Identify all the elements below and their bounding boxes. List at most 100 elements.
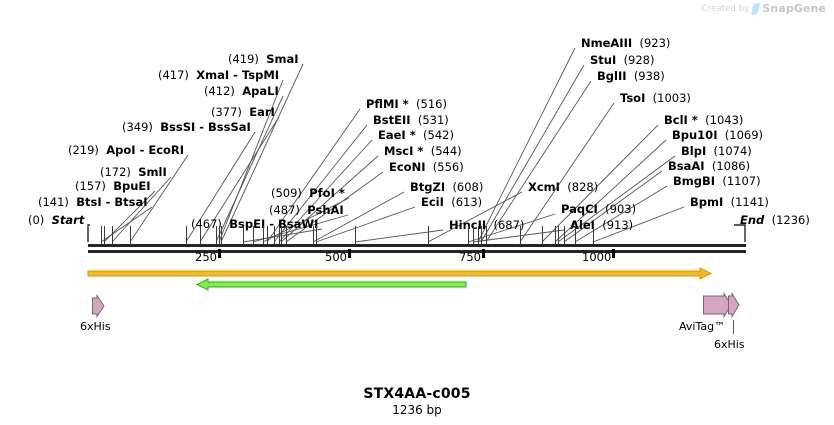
enzyme-name: BpmI (690, 195, 724, 209)
terminal-label-start[interactable]: (0) Start (28, 214, 84, 226)
restriction-site-tick[interactable] (558, 226, 559, 244)
enzyme-name: XcmI (528, 180, 560, 194)
enzyme-label[interactable]: (157) BpuEI (75, 180, 151, 192)
ruler-tick-label: 1000 (582, 250, 612, 264)
restriction-site-tick[interactable] (542, 226, 543, 244)
ruler-tick-label: 750 (459, 250, 481, 264)
terminal-label-end[interactable]: End (1236) (740, 214, 810, 226)
ruler-tick-mark (612, 249, 615, 258)
restriction-site-tick[interactable] (564, 226, 565, 244)
enzyme-label[interactable]: BmgBI (1107) (673, 175, 761, 187)
enzyme-label[interactable]: StuI (928) (590, 54, 655, 66)
snapgene-watermark: Created by SnapGene (702, 2, 826, 15)
tag-feature-6xhis-right[interactable] (728, 291, 741, 319)
enzyme-name: SmlI (138, 165, 167, 179)
tag-feature-avitag[interactable] (703, 291, 733, 319)
enzyme-label[interactable]: TsoI (1003) (620, 92, 691, 104)
enzyme-label[interactable]: NmeAIII (923) (581, 37, 670, 49)
tag-feature-6xhis-left[interactable] (92, 293, 106, 319)
enzyme-label[interactable]: (172) SmlI (100, 166, 167, 178)
enzyme-name: EaeI * (378, 128, 416, 142)
ruler-tick-mark (348, 249, 351, 258)
enzyme-position: (544) (430, 144, 462, 158)
restriction-site-tick[interactable] (130, 226, 131, 244)
enzyme-name: BclI * (664, 113, 698, 127)
enzyme-label[interactable]: (487) PshAI (269, 204, 344, 216)
enzyme-label[interactable]: (349) BssSI - BssSaI (122, 121, 251, 133)
restriction-site-tick[interactable] (104, 226, 105, 244)
enzyme-position: (509) (271, 186, 302, 200)
restriction-site-tick[interactable] (112, 226, 113, 244)
enzyme-label[interactable]: (509) PfoI * (271, 187, 345, 199)
tag-label: 6xHis (80, 320, 111, 333)
page-title: STX4AA-c005 (363, 386, 471, 402)
enzyme-name: HincII (449, 218, 487, 232)
enzyme-label[interactable]: BstEII (531) (373, 114, 449, 126)
enzyme-name: MscI * (384, 144, 424, 158)
enzyme-label[interactable]: Bpu10I (1069) (672, 129, 763, 141)
enzyme-label[interactable]: PaqCI (903) (561, 203, 636, 215)
enzyme-name: PfoI * (309, 186, 345, 200)
enzyme-label[interactable]: MscI * (544) (384, 145, 462, 157)
enzyme-label[interactable]: PflMI * (516) (366, 98, 447, 110)
enzyme-label[interactable]: (412) ApaLI (204, 85, 279, 97)
restriction-site-tick[interactable] (428, 226, 429, 244)
enzyme-position: (1043) (705, 113, 744, 127)
enzyme-label[interactable]: BpmI (1141) (690, 196, 769, 208)
enzyme-name: BlpI (681, 144, 707, 158)
restriction-site-tick[interactable] (355, 226, 356, 244)
enzyme-label[interactable]: XcmI (828) (528, 181, 598, 193)
restriction-site-tick[interactable] (101, 226, 102, 244)
enzyme-name: PflMI * (366, 97, 409, 111)
ruler-tick-label: 250 (195, 250, 217, 264)
enzyme-label[interactable]: EcoNI (556) (389, 161, 464, 173)
enzyme-label[interactable]: (219) ApoI - EcoRI (68, 144, 184, 156)
enzyme-label[interactable]: AleI (913) (570, 219, 633, 231)
enzyme-position: (1141) (730, 195, 769, 209)
enzyme-name: PshAI (307, 203, 344, 217)
enzyme-label[interactable]: EaeI * (542) (378, 129, 454, 141)
enzyme-position: (141) (38, 195, 69, 209)
terminal-position: (0) (28, 213, 45, 227)
enzyme-label[interactable]: (467) BspEI - BsaWI (191, 218, 318, 230)
enzyme-name: Bpu10I (672, 128, 718, 142)
enzyme-position: (417) (158, 68, 189, 82)
enzyme-label[interactable]: (419) SmaI (228, 53, 299, 65)
enzyme-label[interactable]: HincII (687) (449, 219, 524, 231)
restriction-site-tick[interactable] (555, 226, 556, 244)
enzyme-position: (828) (567, 180, 599, 194)
enzyme-position: (938) (633, 69, 665, 83)
enzyme-label[interactable]: BlpI (1074) (681, 145, 752, 157)
enzyme-label[interactable]: (141) BtsI - BtsaI (38, 196, 148, 208)
terminal-position: (1236) (771, 213, 810, 227)
enzyme-position: (531) (417, 113, 449, 127)
enzyme-position: (687) (493, 218, 525, 232)
enzyme-position: (928) (623, 53, 655, 67)
tag-leader-line (733, 320, 734, 334)
dna-strand-bottom (88, 250, 746, 253)
enzyme-label[interactable]: (417) XmaI - TspMI (158, 69, 279, 81)
enzyme-label[interactable]: BtgZI (608) (410, 181, 483, 193)
enzyme-name: PaqCI (561, 202, 598, 216)
enzyme-label[interactable]: BsaAI (1086) (668, 160, 750, 172)
enzyme-name: EarI (249, 105, 275, 119)
enzyme-position: (172) (100, 165, 131, 179)
enzyme-position: (157) (75, 179, 106, 193)
enzyme-position: (556) (432, 160, 464, 174)
enzyme-name: XmaI - TspMI (196, 68, 280, 82)
enzyme-position: (1086) (711, 159, 751, 173)
enzyme-label[interactable]: EciI (613) (421, 196, 482, 208)
enzyme-label[interactable]: (377) EarI (211, 106, 275, 118)
enzyme-position: (542) (423, 128, 454, 142)
terminal-leader-line (734, 224, 746, 242)
enzyme-name: EciI (421, 195, 444, 209)
tag-arrow-shape (728, 291, 740, 319)
enzyme-position: (419) (228, 52, 259, 66)
enzyme-position: (487) (269, 203, 300, 217)
enzyme-name: SmaI (266, 52, 299, 66)
restriction-site-tick[interactable] (186, 226, 187, 244)
enzyme-label[interactable]: BclI * (1043) (664, 114, 743, 126)
enzyme-position: (1003) (652, 91, 691, 105)
enzyme-label[interactable]: BglII (938) (597, 70, 665, 82)
tag-arrow-shape (703, 291, 732, 319)
